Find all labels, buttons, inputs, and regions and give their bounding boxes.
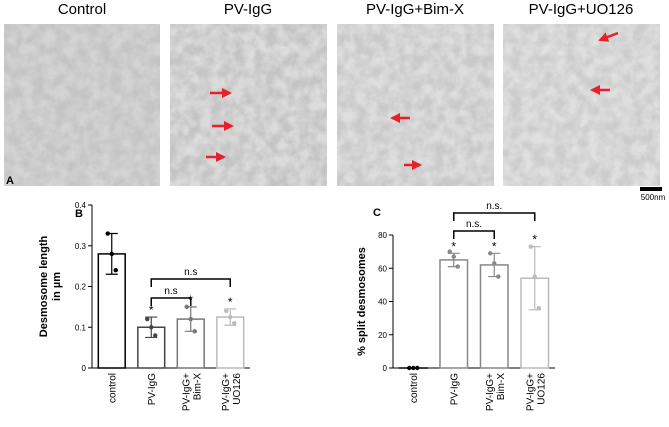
y-tick-label: 40 xyxy=(378,298,387,307)
significance-label: n.s xyxy=(184,267,197,278)
micrograph xyxy=(170,24,327,186)
x-tick-label: PV-IgG+Bim-X xyxy=(485,373,507,411)
panel-label: C xyxy=(373,207,381,219)
data-point xyxy=(451,254,456,259)
data-point xyxy=(228,314,233,320)
image-title: Control xyxy=(58,1,106,18)
data-point xyxy=(113,268,118,273)
data-point xyxy=(224,308,229,314)
x-tick-label-line: PV-IgG+ xyxy=(221,373,232,411)
x-tick-label-line: PV-IgG xyxy=(449,373,460,405)
x-tick-label-line: PV-IgG+ xyxy=(181,373,192,411)
y-tick-label: 0 xyxy=(383,364,388,373)
data-point xyxy=(532,274,537,279)
y-axis-label-line: in µm xyxy=(51,272,63,301)
scale-bar-label: 500nm xyxy=(641,193,666,202)
arrows xyxy=(206,31,619,170)
y-tick-label: 20 xyxy=(378,331,387,340)
x-tick-label: PV-IgG xyxy=(147,373,158,405)
x-tick-label: control xyxy=(409,373,420,403)
y-tick-label: 80 xyxy=(378,231,387,240)
data-point xyxy=(496,274,501,279)
significance-star: * xyxy=(451,239,456,253)
bar xyxy=(439,259,469,369)
data-point xyxy=(488,251,493,256)
y-axis-label: % split desmosomes xyxy=(356,247,368,356)
x-tick-label-line: control xyxy=(107,373,118,403)
x-tick-label-line: PV-IgG+ xyxy=(485,373,496,411)
scale-bar xyxy=(640,187,662,191)
data-point xyxy=(528,244,533,249)
significance-label: n.s. xyxy=(466,219,482,230)
y-tick-label: 0.1 xyxy=(75,323,87,332)
data-point xyxy=(145,316,150,322)
significance-star: * xyxy=(228,295,233,309)
panel-label: A xyxy=(6,175,14,187)
data-point xyxy=(536,305,541,311)
data-point xyxy=(232,320,237,326)
x-tick-label-line: control xyxy=(409,373,420,403)
panel-label: B xyxy=(75,208,83,220)
image-title: PV-IgG xyxy=(224,1,272,18)
x-tick-label: PV-IgG+UO126 xyxy=(221,373,243,412)
data-point xyxy=(188,316,193,322)
data-point xyxy=(149,325,154,330)
y-axis-label-line: Desmosome length xyxy=(38,235,50,337)
data-point xyxy=(184,304,189,310)
significance-bracket xyxy=(150,297,192,306)
x-tick-label: PV-IgG+UO126 xyxy=(525,373,547,412)
x-tick-label: PV-IgG+Bim-X xyxy=(181,373,203,411)
data-point xyxy=(105,231,110,236)
significance-bracket xyxy=(453,212,536,221)
micrographs xyxy=(4,24,660,186)
significance-label: n.s xyxy=(164,286,177,297)
y-axis-label: Desmosome lengthin µm xyxy=(38,235,63,337)
data-point xyxy=(192,329,197,334)
y-tick-label: 0 xyxy=(82,364,87,373)
y-tick-label: 0.3 xyxy=(75,242,87,251)
data-point xyxy=(411,365,416,371)
significance-label: n.s. xyxy=(486,201,502,212)
significance-bracket xyxy=(150,278,231,287)
x-tick-label: PV-IgG xyxy=(449,373,460,405)
micrograph xyxy=(503,24,660,186)
significance-star: * xyxy=(532,233,537,247)
micrograph xyxy=(337,24,494,186)
data-point xyxy=(407,365,412,371)
significance-star: * xyxy=(492,239,497,253)
data-point xyxy=(109,251,114,257)
x-tick-label-line: UO126 xyxy=(536,373,547,405)
x-tick-label-line: UO126 xyxy=(232,373,243,405)
data-point xyxy=(153,333,158,338)
micrograph xyxy=(4,24,160,186)
significance-star: * xyxy=(149,303,154,317)
x-tick-label-line: Bim-X xyxy=(192,373,203,401)
y-tick-label: 0.2 xyxy=(75,283,87,292)
data-point xyxy=(447,249,452,254)
x-tick-label-line: PV-IgG+ xyxy=(525,373,536,411)
significance-bracket xyxy=(453,230,495,239)
x-tick-label-line: PV-IgG xyxy=(147,373,158,405)
y-axis-label-line: % split desmosomes xyxy=(356,247,368,356)
x-tick-label: control xyxy=(107,373,118,403)
data-point xyxy=(415,365,420,371)
y-tick-label: 0.4 xyxy=(75,201,87,210)
data-point xyxy=(455,264,460,269)
y-tick-label: 60 xyxy=(378,264,387,273)
image-title: PV-IgG+Bim-X xyxy=(366,1,464,18)
data-point xyxy=(492,261,497,266)
image-title: PV-IgG+UO126 xyxy=(529,1,634,18)
x-tick-label-line: Bim-X xyxy=(496,373,507,401)
bar xyxy=(479,264,509,369)
